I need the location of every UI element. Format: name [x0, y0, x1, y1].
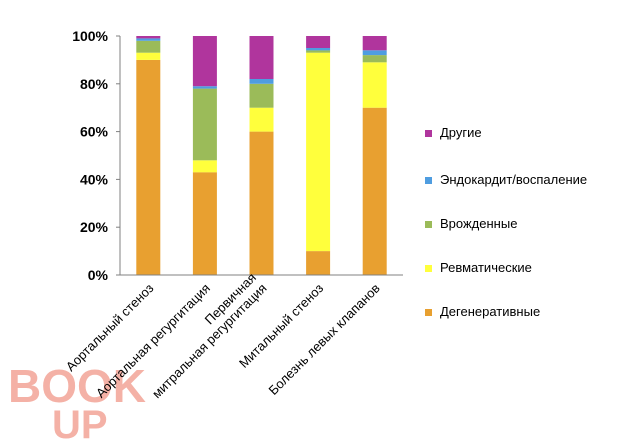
category-label-2: Аортальная регургитация [93, 281, 213, 401]
bar-segment-2-5 [192, 36, 217, 87]
bar-segment-5-4 [362, 50, 387, 56]
legend-label: Врожденные [440, 216, 517, 231]
category-label-5: Болезнь левых клапанов [265, 280, 382, 397]
legend-swatch [425, 177, 432, 184]
bar-segment-1-3 [136, 40, 161, 53]
category-label-line: митральная регургитация [149, 281, 270, 402]
bar-segment-3-4 [249, 79, 274, 84]
legend-swatch [425, 265, 432, 272]
bar-segment-4-2 [306, 52, 331, 252]
bar-segment-2-2 [192, 160, 217, 173]
bar-segment-1-5 [136, 36, 161, 39]
y-tick-label: 0% [88, 267, 109, 283]
bar-segment-4-4 [306, 48, 331, 51]
y-tick-label: 100% [72, 28, 108, 44]
bar-segment-1-1 [136, 59, 161, 276]
category-label-line: Болезнь левых клапанов [265, 280, 382, 397]
logo-bottom-text: UP [52, 403, 108, 445]
bar-segment-2-4 [192, 86, 217, 89]
book-up-logo: BOOK UP [8, 360, 146, 445]
legend: Другие Эндокардит/воспаление Врожденные Рев… [425, 125, 587, 319]
y-tick-label: 20% [80, 219, 109, 235]
legend-swatch [425, 309, 432, 316]
bar-segment-4-1 [306, 251, 331, 275]
y-tick-label: 60% [80, 124, 109, 140]
bar-segment-3-5 [249, 36, 274, 79]
bar-segment-5-5 [362, 36, 387, 51]
bar-segment-5-3 [362, 55, 387, 63]
y-axis-ticks: 0% 20% 40% 60% 80% 100% [72, 28, 120, 283]
bar-segment-5-2 [362, 62, 387, 108]
bar-segment-3-1 [249, 131, 274, 275]
legend-label: Другие [440, 125, 482, 140]
legend-label: Эндокардит/воспаление [440, 172, 587, 187]
legend-swatch [425, 221, 432, 228]
bar-segment-4-5 [306, 36, 331, 48]
y-tick-label: 80% [80, 76, 109, 92]
bar-segment-3-2 [249, 107, 274, 132]
legend-label: Дегенеративные [440, 304, 540, 319]
category-label-line: Аортальная регургитация [93, 281, 213, 401]
bar-segment-2-1 [192, 172, 217, 275]
legend-swatch [425, 130, 432, 137]
bar-segment-4-3 [306, 50, 331, 53]
logo-top-text: BOOK [8, 360, 146, 412]
bar-segment-1-2 [136, 52, 161, 60]
bar-segment-5-1 [362, 107, 387, 275]
bar-segment-3-3 [249, 83, 274, 108]
legend-label: Ревматические [440, 260, 532, 275]
bar-segment-1-4 [136, 38, 161, 41]
bar-segment-2-3 [192, 88, 217, 161]
y-tick-label: 40% [80, 171, 109, 187]
plot-area [119, 36, 403, 276]
